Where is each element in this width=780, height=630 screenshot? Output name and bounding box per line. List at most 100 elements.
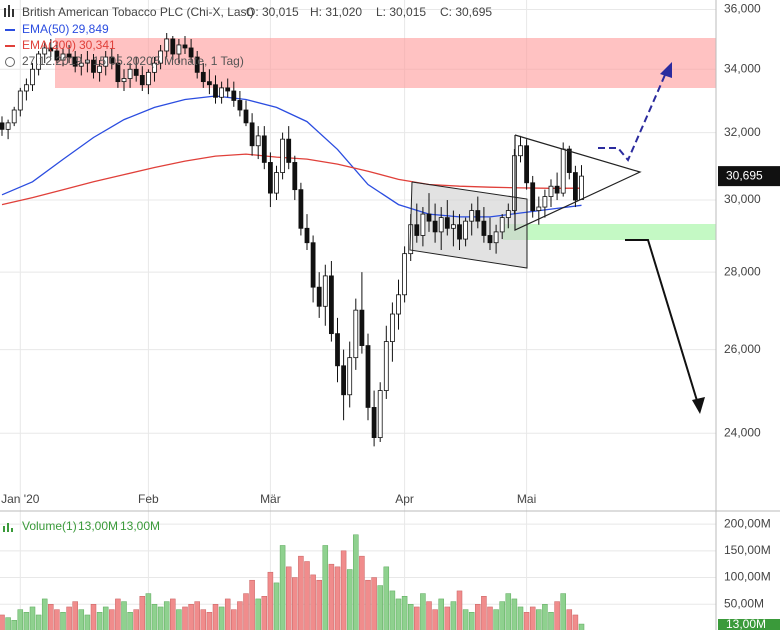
volume-bar <box>48 604 54 630</box>
candle-body <box>499 217 505 233</box>
up-arrowhead <box>660 62 672 78</box>
volume-bar <box>231 609 237 630</box>
candle-body <box>383 341 389 391</box>
volume-bar <box>566 609 573 630</box>
candle-body <box>78 62 84 67</box>
volume-bar <box>395 598 402 630</box>
candle-body <box>536 206 542 211</box>
candle-body <box>23 84 29 92</box>
volume-bar <box>35 614 42 630</box>
volume-value: 13,00M <box>120 519 160 533</box>
volume-bar <box>359 555 365 630</box>
candle-body <box>243 109 249 124</box>
volume-bar <box>542 604 548 630</box>
y-tick-label: 24,000 <box>724 425 761 439</box>
candle-body <box>542 196 548 208</box>
y-tick-label: 32,000 <box>724 125 761 139</box>
candle-body <box>414 224 420 236</box>
candle-body <box>328 275 334 335</box>
candle-body <box>493 231 499 244</box>
volume-bar <box>133 609 139 630</box>
volume-bar <box>121 601 127 630</box>
y-tick-label: 100,00M <box>724 570 771 584</box>
volume-bar <box>444 606 451 630</box>
x-tick-label: Apr <box>395 492 414 506</box>
volume-bar <box>304 561 310 630</box>
volume-bar <box>255 598 261 630</box>
volume-bar <box>334 566 341 630</box>
volume-bar <box>353 534 359 630</box>
y-tick-label: 26,000 <box>724 342 761 356</box>
ema-line <box>1 95 582 218</box>
candle-body <box>121 78 127 83</box>
volume-bar <box>182 606 188 630</box>
candle-body <box>11 109 17 124</box>
volume-bar <box>54 609 60 630</box>
volume-bar <box>499 601 505 630</box>
candle-body <box>420 213 426 236</box>
y-tick-label: 30,000 <box>724 192 761 206</box>
y-tick-label: 150,00M <box>724 543 771 557</box>
candle-body <box>573 172 578 201</box>
candle-body <box>481 220 487 236</box>
volume-icon <box>3 523 13 532</box>
candle-body <box>30 68 35 86</box>
volume-bar <box>560 593 566 630</box>
candle-body <box>347 357 353 396</box>
volume-bar <box>72 601 78 630</box>
volume-bar <box>572 614 579 630</box>
candle-body <box>579 175 584 200</box>
volume-bar <box>279 545 286 630</box>
candle-body <box>548 185 554 197</box>
candle-body <box>389 313 395 342</box>
candle-body <box>152 62 157 73</box>
candle-body <box>560 148 566 194</box>
period-note: (5 Monate, 1 Tag) <box>150 54 244 68</box>
volume-bar <box>139 596 146 630</box>
candle-body <box>463 220 469 240</box>
candle-body <box>310 242 316 288</box>
volume-bar <box>407 604 414 630</box>
candle-body <box>48 47 54 52</box>
candle-body <box>475 210 481 222</box>
low-label: L: 30,015 <box>376 5 426 19</box>
candle-body <box>530 182 536 211</box>
volume-bar <box>0 614 5 630</box>
candle-body <box>274 172 279 194</box>
x-tick-label: Jan '20 <box>1 492 40 506</box>
volume-bar <box>145 593 152 630</box>
candle-body <box>267 162 273 194</box>
y-tick-label: 50,00M <box>724 596 764 610</box>
volume-bar <box>578 623 585 630</box>
candle-body <box>554 185 560 194</box>
candle-body <box>158 50 164 64</box>
legend-value: 30,341 <box>79 38 116 52</box>
candle-body <box>444 217 450 229</box>
volume-bar <box>96 612 103 630</box>
volume-bar <box>420 593 426 630</box>
triangle <box>514 134 642 231</box>
volume-bar <box>218 606 225 630</box>
legend-value: 29,849 <box>72 22 109 36</box>
candle-body <box>164 38 170 52</box>
volume-bar <box>109 609 115 630</box>
candle-body <box>457 224 462 240</box>
candle-body <box>377 390 383 438</box>
candle-body <box>139 75 145 86</box>
clock-icon <box>5 57 15 67</box>
candle-body <box>133 68 139 76</box>
candle-body <box>42 47 48 55</box>
candle-body <box>426 213 432 222</box>
volume-bar <box>127 612 133 630</box>
high-label: H: 31,020 <box>310 5 362 19</box>
x-tick-label: Mär <box>260 492 281 506</box>
candle-body <box>176 44 182 55</box>
candle-body <box>249 122 255 147</box>
candle-body <box>103 56 109 67</box>
volume-bar <box>328 563 335 630</box>
candle-body <box>255 135 261 147</box>
volume-bar <box>450 601 457 630</box>
up-arrow <box>598 67 669 162</box>
